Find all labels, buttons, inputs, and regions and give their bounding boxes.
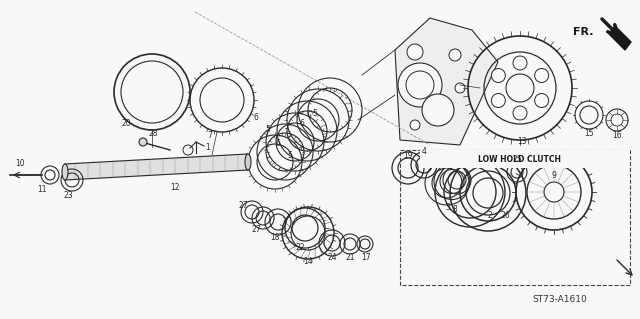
Text: 5: 5 xyxy=(312,108,317,117)
Text: 15: 15 xyxy=(584,129,594,137)
Text: 23: 23 xyxy=(63,191,73,201)
Text: 18: 18 xyxy=(270,233,280,241)
Text: 4: 4 xyxy=(422,147,426,157)
Text: 3: 3 xyxy=(445,204,451,212)
Text: 17: 17 xyxy=(361,254,371,263)
Text: 21: 21 xyxy=(345,254,355,263)
Circle shape xyxy=(513,106,527,120)
Text: 13: 13 xyxy=(517,137,527,146)
Text: 12: 12 xyxy=(170,183,180,192)
Text: 1: 1 xyxy=(205,144,211,152)
Text: 20: 20 xyxy=(121,120,131,129)
Text: 19: 19 xyxy=(403,151,413,160)
Circle shape xyxy=(449,49,461,61)
Polygon shape xyxy=(65,154,248,180)
Text: 9: 9 xyxy=(552,170,556,180)
Text: ST73-A1610: ST73-A1610 xyxy=(532,295,588,305)
Circle shape xyxy=(534,93,548,108)
Circle shape xyxy=(492,93,506,108)
Bar xyxy=(400,150,630,285)
Text: 27: 27 xyxy=(238,201,248,210)
Text: 14: 14 xyxy=(303,257,313,266)
Text: 28: 28 xyxy=(148,129,157,137)
Text: 6: 6 xyxy=(253,114,259,122)
Bar xyxy=(420,150,630,168)
Ellipse shape xyxy=(62,164,68,180)
Text: 6: 6 xyxy=(276,139,280,149)
Circle shape xyxy=(422,94,454,126)
Text: 7: 7 xyxy=(207,130,212,139)
Ellipse shape xyxy=(245,154,251,170)
Text: 27: 27 xyxy=(251,226,261,234)
Text: 22: 22 xyxy=(295,243,305,253)
Text: 16: 16 xyxy=(612,130,622,139)
Circle shape xyxy=(455,83,465,93)
Text: 11: 11 xyxy=(37,186,47,195)
Circle shape xyxy=(406,71,434,99)
Circle shape xyxy=(139,138,147,146)
Text: 10: 10 xyxy=(15,159,25,167)
Circle shape xyxy=(492,69,506,83)
Circle shape xyxy=(398,63,442,107)
Text: 24: 24 xyxy=(327,254,337,263)
Text: FR.: FR. xyxy=(573,27,593,37)
Text: 2: 2 xyxy=(488,211,492,219)
Text: 5: 5 xyxy=(287,152,292,160)
Text: 8: 8 xyxy=(452,205,458,214)
Circle shape xyxy=(534,69,548,83)
Text: 26: 26 xyxy=(500,211,510,219)
Text: 25: 25 xyxy=(512,155,522,165)
Text: LOW HOLD CLUTCH: LOW HOLD CLUTCH xyxy=(479,154,561,164)
Text: 5: 5 xyxy=(266,125,271,135)
Polygon shape xyxy=(609,26,631,50)
Polygon shape xyxy=(395,18,498,145)
Circle shape xyxy=(407,44,423,60)
Text: 6: 6 xyxy=(300,120,305,129)
Circle shape xyxy=(410,120,420,130)
Circle shape xyxy=(513,56,527,70)
